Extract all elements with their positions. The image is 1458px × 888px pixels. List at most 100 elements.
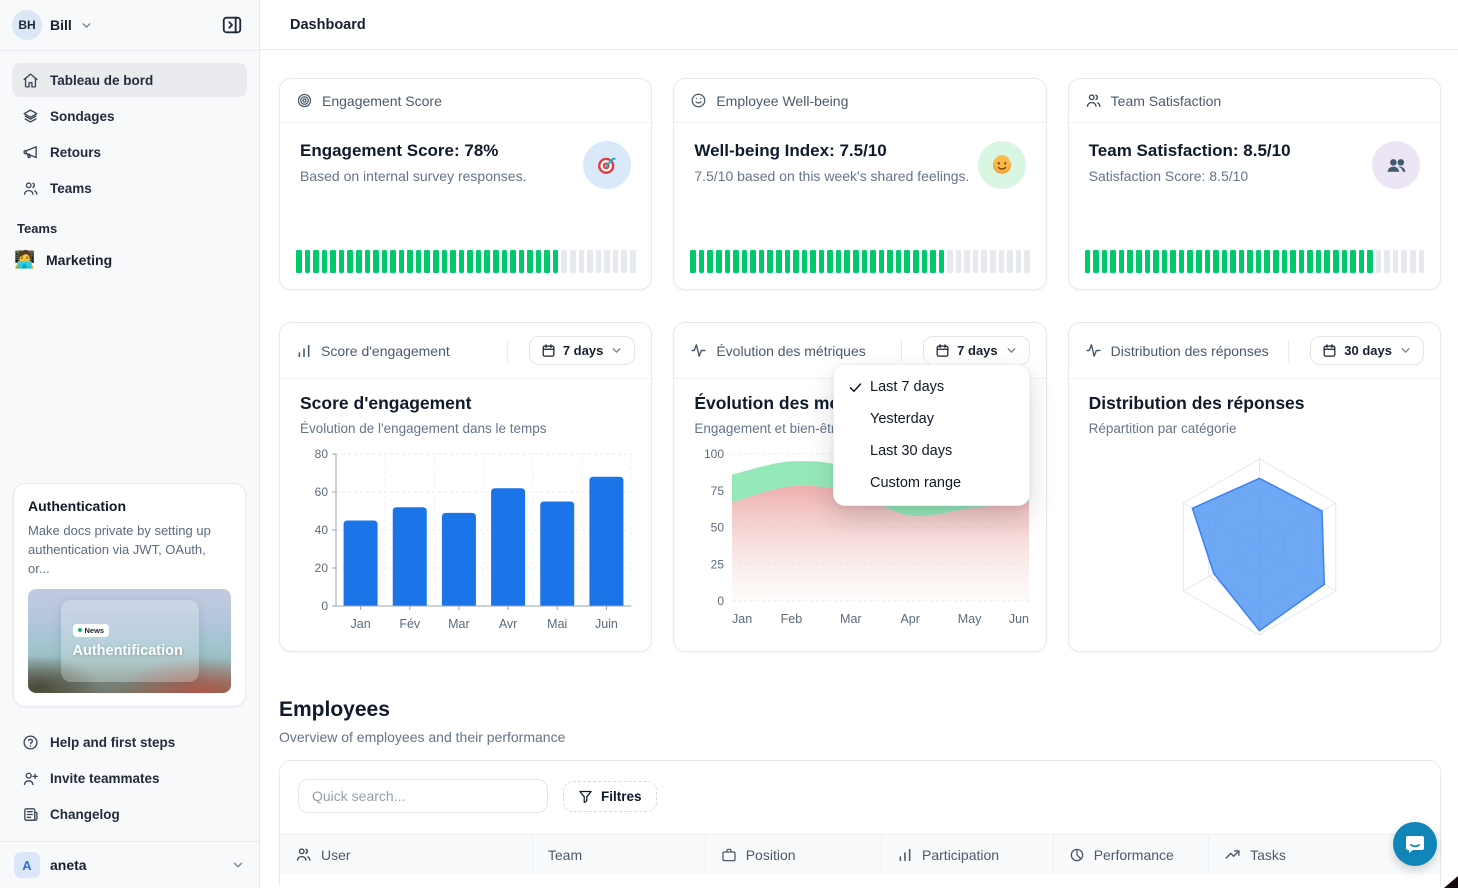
- mouse-cursor: [1444, 876, 1458, 888]
- chart-area: 0 20 40 60 80 Jan Fév Mar Avr Mai Juin: [300, 444, 632, 636]
- stat-card: Employee Well-being Well-being Index: 7.…: [673, 78, 1047, 290]
- sidebar-item-tableau-de-bord[interactable]: Tableau de bord: [12, 63, 247, 97]
- progress-bar: [296, 250, 636, 273]
- sidebar-item-retours[interactable]: Retours: [12, 135, 247, 169]
- employees-table-card: Filtres User Team Position Participation…: [279, 760, 1441, 886]
- bar-chart: 0 20 40 60 80 Jan Fév Mar Avr Mai Juin: [315, 447, 632, 631]
- svg-text:0: 0: [718, 594, 725, 608]
- column-label: Team: [547, 846, 583, 863]
- progress-bar: [1084, 250, 1425, 273]
- column-header-team[interactable]: Team: [533, 835, 706, 874]
- svg-text:60: 60: [315, 485, 329, 499]
- column-header-position[interactable]: Position: [706, 835, 883, 874]
- megaphone-icon: [22, 144, 39, 161]
- svg-text:Feb: Feb: [781, 612, 803, 626]
- column-header-participation[interactable]: Participation: [882, 835, 1054, 874]
- svg-text:0: 0: [321, 599, 328, 613]
- sidebar-item-label: Invite teammates: [50, 770, 160, 786]
- people-emoji-icon: [1372, 141, 1420, 189]
- date-range-button[interactable]: 7 days: [528, 336, 636, 365]
- column-header-performance[interactable]: Performance: [1054, 835, 1210, 874]
- svg-text:Juin: Juin: [595, 617, 618, 631]
- sidebar-item-marketing[interactable]: 🧑‍💻 Marketing: [0, 242, 259, 278]
- activity-icon: [690, 342, 707, 359]
- menu-item-label: Yesterday: [870, 411, 934, 427]
- svg-text:Jan: Jan: [351, 617, 371, 631]
- sidebar: BH Bill Tableau de bord Sondages Retours…: [0, 0, 260, 888]
- sidebar-nav: Tableau de bord Sondages Retours Teams: [0, 51, 259, 207]
- date-range-button[interactable]: 30 days: [1310, 336, 1424, 365]
- promo-title: Authentication: [28, 498, 126, 515]
- sidebar-item-label: Sondages: [50, 108, 115, 124]
- stat-cards-row: Engagement Score Engagement Score: 78% B…: [279, 78, 1441, 290]
- sidebar-item-changelog[interactable]: Changelog: [12, 797, 247, 831]
- authentication-promo-card[interactable]: Authentication Make docs private by sett…: [13, 483, 246, 707]
- teams-section-label: Teams: [17, 221, 58, 236]
- stat-title: Engagement Score: 78%: [300, 141, 499, 160]
- bar-chart-icon: [296, 343, 312, 359]
- search-input[interactable]: [298, 779, 548, 813]
- calendar-icon: [1322, 343, 1337, 358]
- user-avatar[interactable]: BH: [12, 10, 42, 40]
- radar-chart: [1182, 458, 1336, 636]
- chart-subtitle: Engagement et bien-être: [694, 421, 843, 436]
- help-icon: [22, 734, 39, 751]
- stat-subtitle: 7.5/10 based on this week's shared feeli…: [694, 168, 970, 184]
- chevron-down-icon[interactable]: [80, 19, 93, 32]
- stat-card-header-label: Engagement Score: [322, 92, 442, 109]
- column-header-tasks[interactable]: Tasks: [1209, 835, 1440, 874]
- collapse-sidebar-button[interactable]: [217, 10, 247, 40]
- svg-text:Mar: Mar: [840, 612, 862, 626]
- sidebar-bottom-nav: Help and first steps Invite teammates Ch…: [0, 721, 259, 841]
- check-icon: [848, 380, 870, 395]
- smile-emoji-icon: [977, 141, 1026, 189]
- sidebar-item-label: Teams: [50, 180, 92, 196]
- chevron-down-icon: [1399, 344, 1412, 357]
- chart-card: Distribution des réponses 30 days Distri…: [1067, 322, 1441, 652]
- chart-subtitle: Répartition par catégorie: [1088, 421, 1237, 436]
- briefcase-icon: [721, 847, 737, 863]
- sidebar-item-teams[interactable]: Teams: [12, 171, 247, 205]
- menu-item-last-30-days[interactable]: Last 30 days: [834, 435, 1029, 467]
- stat-card-header: Engagement Score: [280, 79, 652, 123]
- svg-text:Mai: Mai: [547, 617, 567, 631]
- workspace-switcher[interactable]: A aneta: [0, 841, 259, 888]
- svg-text:40: 40: [315, 523, 329, 537]
- filters-button[interactable]: Filtres: [563, 780, 657, 812]
- sidebar-item-sondages[interactable]: Sondages: [12, 99, 247, 133]
- sidebar-item-label: Retours: [50, 144, 102, 160]
- sidebar-item-invite-teammates[interactable]: Invite teammates: [12, 761, 247, 795]
- svg-text:Mar: Mar: [448, 617, 470, 631]
- menu-item-custom-range[interactable]: Custom range: [834, 467, 1029, 499]
- stat-card: Engagement Score Engagement Score: 78% B…: [279, 78, 653, 290]
- layers-icon: [22, 108, 39, 125]
- date-range-label: 7 days: [957, 343, 998, 358]
- chat-icon: [1403, 832, 1427, 856]
- stat-title: Team Satisfaction: 8.5/10: [1088, 141, 1291, 160]
- column-header-user[interactable]: User: [280, 835, 533, 874]
- topbar: Dashboard: [260, 0, 1458, 50]
- svg-text:20: 20: [315, 561, 329, 575]
- smile-icon: [690, 92, 707, 109]
- target-emoji-icon: [583, 141, 632, 189]
- user-name[interactable]: Bill: [50, 17, 72, 33]
- svg-text:Jun: Jun: [1009, 612, 1029, 626]
- activity-icon: [1085, 342, 1102, 359]
- pie-icon: [1069, 847, 1085, 863]
- chat-launcher-button[interactable]: [1393, 822, 1437, 866]
- sidebar-item-label: Tableau de bord: [50, 72, 154, 88]
- promo-image[interactable]: News Authentification: [28, 589, 231, 693]
- menu-item-label: Last 30 days: [870, 443, 953, 459]
- svg-text:75: 75: [711, 484, 725, 498]
- sidebar-item-help-and-first-steps[interactable]: Help and first steps: [12, 725, 247, 759]
- svg-text:100: 100: [704, 447, 724, 461]
- employees-title: Employees: [279, 698, 390, 721]
- menu-item-yesterday[interactable]: Yesterday: [834, 403, 1029, 435]
- table-header-row: User Team Position Participation Perform…: [280, 834, 1440, 874]
- menu-item-last-7-days[interactable]: Last 7 days: [834, 371, 1029, 403]
- date-range-button[interactable]: 7 days: [923, 336, 1030, 365]
- svg-text:25: 25: [711, 557, 725, 571]
- promo-caption: Authentification: [72, 642, 183, 659]
- stat-card-header: Team Satisfaction: [1068, 79, 1440, 123]
- column-label: Performance: [1093, 846, 1174, 863]
